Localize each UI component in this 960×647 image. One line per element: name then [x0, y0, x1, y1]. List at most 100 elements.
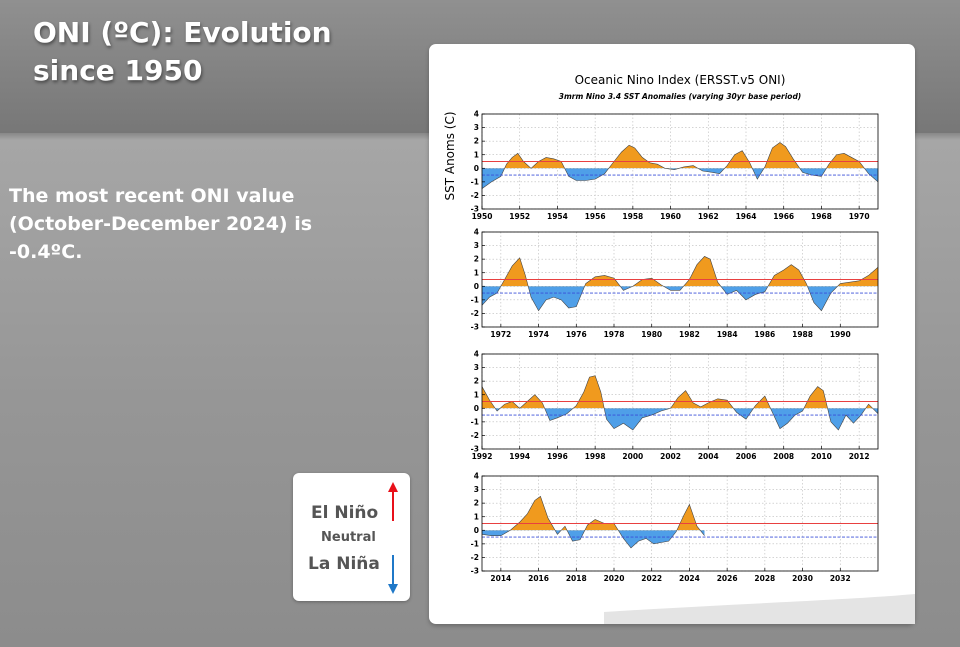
x-tick-label: 1970 — [849, 212, 870, 221]
x-tick-label: 2030 — [792, 574, 813, 583]
y-tick-label: 1 — [474, 268, 479, 277]
y-tick-label: 0 — [474, 526, 479, 535]
x-tick-label: 1994 — [509, 452, 530, 461]
arrow-down-icon — [388, 555, 398, 594]
x-tick-label: 1976 — [566, 330, 587, 339]
x-tick-label: 2008 — [773, 452, 794, 461]
x-tick-label: 2014 — [490, 574, 511, 583]
x-tick-label: 2022 — [641, 574, 662, 583]
la-nina-area — [482, 286, 878, 311]
y-tick-label: 0 — [474, 164, 479, 173]
x-tick-label: 1962 — [698, 212, 719, 221]
x-tick-label: 2020 — [604, 574, 625, 583]
y-tick-label: 0 — [474, 282, 479, 291]
x-tick-label: 1956 — [585, 212, 606, 221]
y-tick-label: 4 — [474, 472, 479, 481]
x-tick-label: 2012 — [849, 452, 870, 461]
x-tick-label: 1952 — [509, 212, 530, 221]
legend-la-nina-label: La Niña — [308, 554, 380, 574]
y-tick-label: 2 — [474, 137, 479, 146]
la-nina-area — [482, 168, 878, 189]
slide-title: ONI (ºC): Evolution since 1950 — [33, 14, 393, 90]
y-tick-label: 4 — [474, 228, 479, 237]
panel-frame — [481, 353, 879, 450]
x-tick-label: 1974 — [528, 330, 549, 339]
la-nina-area — [482, 530, 705, 548]
x-tick-label: 1986 — [754, 330, 775, 339]
y-tick-label: 1 — [474, 390, 479, 399]
y-tick-label: -2 — [471, 309, 479, 318]
y-tick-label: -3 — [471, 205, 479, 214]
x-tick-label: 2010 — [811, 452, 832, 461]
x-tick-label: 2024 — [679, 574, 700, 583]
slide-title-line-1: ONI (ºC): Evolution — [33, 16, 332, 49]
y-tick-label: 2 — [474, 377, 479, 386]
x-tick-label: 1992 — [472, 452, 493, 461]
x-tick-label: 1966 — [773, 212, 794, 221]
oni-series-line — [482, 375, 878, 431]
y-tick-label: 3 — [474, 485, 479, 494]
y-tick-label: 2 — [474, 255, 479, 264]
x-tick-label: 2002 — [660, 452, 681, 461]
x-tick-label: 1978 — [604, 330, 625, 339]
x-tick-label: 1954 — [547, 212, 568, 221]
legend-el-nino-label: El Niño — [311, 503, 379, 523]
card-fold-shadow — [604, 594, 915, 624]
y-tick-label: -3 — [471, 567, 479, 576]
x-tick-label: 1960 — [660, 212, 681, 221]
y-tick-label: 4 — [474, 110, 479, 119]
la-nina-area — [482, 408, 878, 430]
x-tick-label: 1990 — [830, 330, 851, 339]
panel-1: -3 -2 -1 0 1 2 3 4 1950 1952 1954 1956 1958 1960 1962 1… — [471, 110, 879, 221]
el-nino-area — [510, 496, 701, 531]
y-tick-label: 3 — [474, 123, 479, 132]
y-tick-label: -3 — [471, 445, 479, 454]
chart-title: Oceanic Nino Index (ERSST.v5 ONI) — [575, 73, 786, 87]
el-nino-area — [500, 256, 878, 287]
y-tick-label: -1 — [471, 417, 479, 426]
y-tick-label: -1 — [471, 539, 479, 548]
y-tick-label: 2 — [474, 499, 479, 508]
y-tick-label: 1 — [474, 150, 479, 159]
y-tick-label: 3 — [474, 363, 479, 372]
legend-neutral-label: Neutral — [321, 530, 376, 545]
x-tick-label: 1964 — [736, 212, 757, 221]
summary-line-3: -0.4ºC. — [9, 241, 83, 263]
panel-3: -3 -2 -1 0 1 2 3 4 1992 1994 1996 1998 2000 2002 2004 2… — [471, 350, 879, 461]
y-tick-label: 1 — [474, 512, 479, 521]
x-tick-label: 1968 — [811, 212, 832, 221]
x-tick-label: 1950 — [472, 212, 493, 221]
y-tick-label: -2 — [471, 553, 479, 562]
x-tick-label: 2000 — [622, 452, 643, 461]
y-tick-label: -2 — [471, 191, 479, 200]
oni-series-line — [482, 256, 878, 312]
y-tick-label: 0 — [474, 404, 479, 413]
summary-line-1: The most recent ONI value — [9, 185, 295, 207]
y-tick-label: 4 — [474, 350, 479, 359]
arrow-up-icon — [388, 482, 398, 521]
x-tick-label: 2004 — [698, 452, 719, 461]
x-tick-label: 1982 — [679, 330, 700, 339]
y-tick-label: -1 — [471, 295, 479, 304]
x-tick-label: 1958 — [622, 212, 643, 221]
chart-subtitle: 3mrm Nino 3.4 SST Anomalies (varying 30y… — [559, 92, 802, 101]
y-tick-label: -2 — [471, 431, 479, 440]
y-axis-label: SST Anoms (C) — [443, 111, 457, 200]
y-tick-label: 3 — [474, 241, 479, 250]
y-tick-label: -3 — [471, 323, 479, 332]
el-nino-area — [482, 375, 873, 409]
panel-frame — [481, 231, 879, 328]
summary-line-2: (October-December 2024) is — [9, 213, 313, 235]
panel-2: -3 -2 -1 0 1 2 3 4 1972 1974 1976 1978 1980 1982 1984 1… — [471, 228, 879, 339]
slide-title-line-2: since 1950 — [33, 54, 203, 87]
x-tick-label: 1972 — [490, 330, 511, 339]
enso-legend: El Niño Neutral La Niña — [293, 473, 410, 601]
y-tick-label: -1 — [471, 177, 479, 186]
x-tick-label: 1980 — [641, 330, 662, 339]
x-tick-label: 1996 — [547, 452, 568, 461]
x-tick-label: 1988 — [792, 330, 813, 339]
x-tick-label: 2006 — [736, 452, 757, 461]
x-tick-label: 1984 — [717, 330, 738, 339]
x-tick-label: 1998 — [585, 452, 606, 461]
legend-arrows — [388, 482, 398, 594]
